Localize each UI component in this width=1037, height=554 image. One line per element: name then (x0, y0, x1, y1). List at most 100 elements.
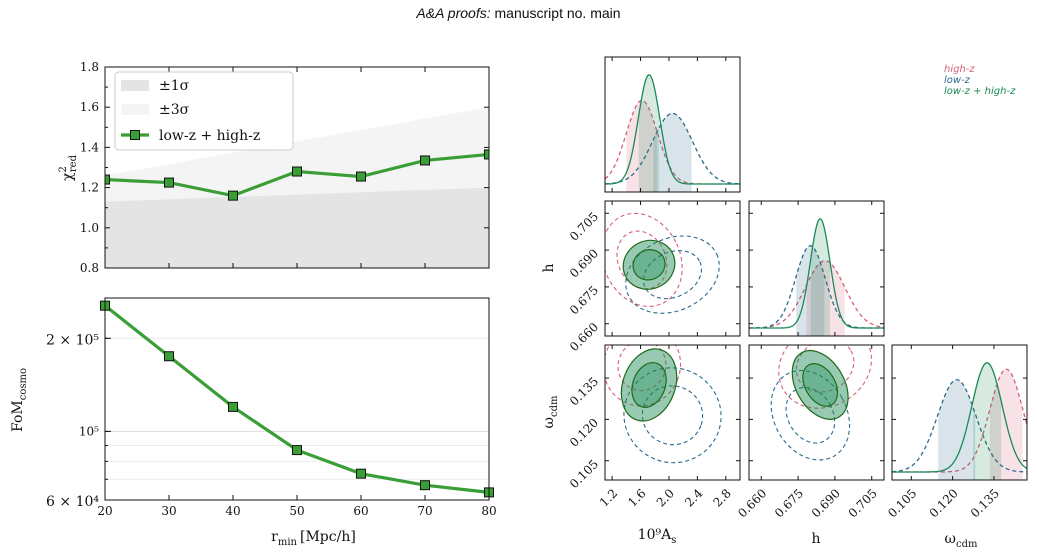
fom-xtick-label: 70 (417, 504, 432, 518)
contour-low-z-1sigma (641, 385, 704, 446)
corner-frame (604, 56, 741, 193)
marginal-curve-low-z-high-z (605, 74, 740, 185)
fom-point (420, 480, 430, 491)
chi2-ytick-label: 1.2 (80, 181, 99, 195)
corner-xtick-label: 0.660 (735, 486, 769, 520)
fom-xtick-label: 80 (481, 504, 496, 518)
fom-ytick-label: 2 × 10⁵ (46, 332, 99, 348)
chi2-point (484, 149, 489, 160)
fom-point (228, 401, 238, 412)
fom-xtick-label: 40 (225, 504, 240, 518)
chi2-legend: ±1σ ±3σ low-z + high-z (114, 71, 294, 151)
marginal-fill-high-z (806, 260, 845, 336)
chi2-ytick-label: 1.8 (80, 60, 99, 74)
marginal-curve-low-z (892, 379, 1027, 473)
fom-axes-frame (104, 297, 490, 501)
corner-frame (748, 200, 885, 337)
contour-low-z-2sigma (770, 369, 851, 461)
corner-ytick-label: 0.675 (567, 283, 601, 317)
corner-xlabel-h: h (811, 531, 820, 547)
corner-legend-label: high-z (944, 64, 975, 75)
corner-cell (605, 345, 722, 464)
corner-xlabel-wcdm: ωcdm (945, 531, 978, 550)
corner-ytick-label: 0.105 (567, 457, 601, 491)
marginal-curve-high-z (749, 260, 884, 329)
marginal-fill-low-z (938, 379, 976, 480)
corner-ylabel-wcdm: ωcdm (541, 395, 560, 428)
contour-low-z-high-z-2sigma (622, 239, 676, 290)
chi2-ytick-label: 1.0 (80, 221, 99, 235)
corner-ytick-label: 0.705 (567, 209, 601, 243)
legend-swatch-1sigma (121, 80, 149, 91)
fom-xlabel-unit: [Mpc/h] (300, 529, 356, 545)
chi2-point (356, 171, 366, 182)
chi2-ytick-label: 0.8 (80, 261, 99, 275)
fom-point (292, 445, 302, 456)
corner-xtick-label: 0.705 (846, 486, 880, 520)
legend-label-1sigma: ±1σ (159, 78, 190, 94)
fom-xtick-label: 50 (289, 504, 304, 518)
fom-ytick-label: 6 × 10⁴ (46, 494, 99, 510)
legend-marker-series (130, 130, 140, 140)
corner-xtick-label: 2.8 (711, 486, 734, 509)
marginal-fill-low-z (796, 245, 825, 336)
corner-frame (891, 344, 1028, 481)
corner-ytick-label: 0.135 (567, 374, 601, 408)
corner-xtick-label: 0.105 (885, 486, 919, 520)
chi2-plot-area (105, 107, 489, 268)
legend-label-series: low-z + high-z (159, 128, 260, 144)
corner-legend-label: low-z (944, 75, 971, 86)
legend-swatch-3sigma (121, 104, 149, 115)
marginal-curve-low-z (605, 112, 740, 185)
corner-ytick-label: 0.660 (567, 320, 601, 354)
fom-xtick-label: 60 (353, 504, 368, 518)
corner-xtick-label: 1.6 (625, 486, 648, 509)
chi2-point (420, 155, 430, 166)
corner-frame (748, 344, 885, 481)
chi2-point (105, 174, 110, 185)
corner-frame (604, 344, 741, 481)
fom-ytick-label: 10⁵ (79, 424, 99, 438)
fom-point (164, 351, 174, 362)
corner-xtick-label: 2.4 (682, 486, 706, 510)
fom-xlabel-var: rmin (271, 529, 297, 548)
chi2-point (228, 190, 238, 201)
corner-cell (749, 218, 884, 336)
band-1sigma (105, 187, 489, 268)
marginal-fill-low-z-high-z (638, 74, 659, 192)
corner-xtick-label: 1.2 (597, 486, 620, 509)
corner-xtick-label: 0.120 (927, 486, 961, 520)
corner-xtick-label: 0.675 (772, 486, 806, 520)
contour-low-z-2sigma (625, 235, 720, 314)
contour-high-z-2sigma (605, 345, 682, 407)
marginal-fill-low-z-high-z (973, 362, 1002, 480)
fom-xtick-label: 30 (161, 504, 176, 518)
legend-box (114, 71, 294, 151)
contour-high-z-2sigma (605, 212, 683, 307)
marginal-fill-low-z (653, 113, 692, 192)
contour-low-z-high-z-1sigma (632, 249, 666, 281)
contour-high-z-1sigma (616, 230, 668, 290)
corner-cell (605, 212, 720, 314)
fom-point (356, 468, 366, 479)
fom-xtick-label: 20 (97, 504, 112, 518)
marginal-fill-low-z-high-z (810, 218, 830, 336)
fom-plot-area (100, 300, 494, 498)
corner-cell (770, 345, 872, 461)
chi2-ylabel: χ2red (58, 154, 79, 181)
marginal-fill-high-z (626, 100, 657, 192)
contour-low-z-high-z-1sigma (802, 363, 839, 407)
contour-low-z-2sigma (623, 367, 722, 464)
corner-ytick-label: 0.690 (567, 246, 601, 280)
corner-legend-label: low-z + high-z (944, 86, 1016, 97)
corner-ytick-label: 0.120 (567, 416, 601, 450)
corner-cell (892, 362, 1027, 480)
fom-ylabel: FoMcosmo (10, 368, 29, 432)
corner-frame (604, 200, 741, 337)
chi2-point (292, 166, 302, 177)
marginal-curve-low-z-high-z (892, 362, 1027, 473)
chi2-ytick-label: 1.4 (80, 140, 99, 154)
fom-series-line (104, 304, 490, 494)
corner-cell (605, 74, 740, 192)
